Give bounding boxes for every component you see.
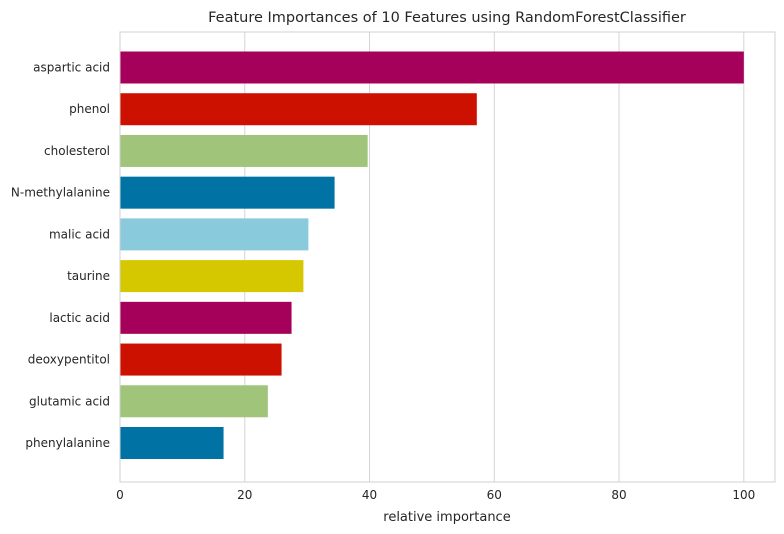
bar-n-methylalanine — [120, 176, 335, 209]
y-category-label: taurine — [67, 269, 110, 283]
y-category-label: phenol — [69, 102, 110, 116]
x-tick-label: 40 — [362, 488, 377, 502]
x-tick-label: 0 — [116, 488, 124, 502]
bar-aspartic-acid — [120, 51, 744, 84]
x-tick-label: 60 — [487, 488, 502, 502]
bar-malic-acid — [120, 218, 309, 251]
y-category-label: cholesterol — [44, 144, 110, 158]
bar-lactic-acid — [120, 301, 292, 334]
bar-phenol — [120, 93, 477, 126]
y-category-label: glutamic acid — [29, 394, 110, 408]
chart-title: Feature Importances of 10 Features using… — [208, 10, 686, 26]
x-tick-labels: 0 20 40 60 80 100 — [116, 488, 755, 502]
x-tick-label: 100 — [732, 488, 755, 502]
bar-glutamic-acid — [120, 385, 268, 418]
x-axis-label: relative importance — [383, 510, 510, 525]
x-tick-label: 80 — [611, 488, 626, 502]
y-category-label: deoxypentitol — [28, 353, 110, 367]
y-category-label: lactic acid — [49, 311, 110, 325]
bar-taurine — [120, 260, 304, 293]
plot-frame — [119, 31, 776, 483]
y-category-label: N-methylalanine — [11, 186, 110, 200]
y-category-label: aspartic acid — [33, 61, 110, 75]
bar-cholesterol — [120, 134, 368, 167]
bar-deoxypentitol — [120, 343, 282, 376]
bar-phenylalanine — [120, 427, 224, 459]
y-category-label: malic acid — [49, 227, 110, 241]
bars-group — [120, 51, 744, 459]
category-labels: aspartic acid phenol cholesterol N-methylal… — [11, 61, 110, 451]
y-category-label: phenylalanine — [25, 436, 110, 450]
x-tick-label: 20 — [237, 488, 252, 502]
